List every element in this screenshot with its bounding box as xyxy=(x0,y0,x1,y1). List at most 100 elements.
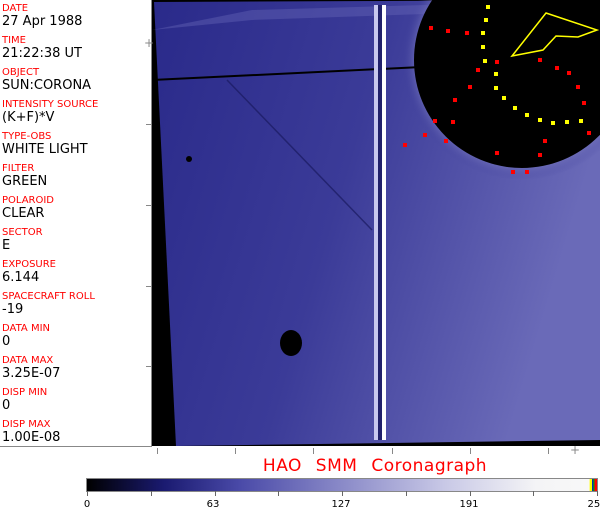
colorbar-tick xyxy=(405,491,407,496)
colorbar-tick-label: 63 xyxy=(206,499,220,510)
axis-tick xyxy=(235,448,236,454)
field-value: 1.00E-08 xyxy=(2,430,61,445)
plot-title: HAO SMM Coronagraph xyxy=(262,456,488,476)
axis-tick xyxy=(392,448,393,454)
field-value: SUN:CORONA xyxy=(2,78,92,93)
overlay-marker xyxy=(446,29,450,33)
field-label: EXPOSURE xyxy=(2,259,57,270)
overlay-marker xyxy=(403,143,407,147)
field-disp-max: DISP MAX 1.00E-08 xyxy=(2,419,60,445)
overlay-marker xyxy=(538,153,542,157)
colorbar-tick-label: 255 xyxy=(587,499,600,510)
overlay-marker xyxy=(555,66,559,70)
overlay-grid xyxy=(403,5,591,174)
overlay-marker xyxy=(423,133,427,137)
field-value: 0 xyxy=(2,334,11,349)
field-value: 27 Apr 1988 xyxy=(2,14,83,29)
field-filter: FILTER GREEN xyxy=(2,163,47,189)
axis-tick xyxy=(146,286,152,287)
axis-tick xyxy=(146,205,152,206)
field-value: (K+F)*V xyxy=(2,110,55,125)
overlay-marker xyxy=(484,18,488,22)
colorbar-tick xyxy=(597,491,598,496)
overlay-marker xyxy=(513,106,517,110)
overlay-marker xyxy=(495,60,499,64)
overlay-marker xyxy=(579,119,583,123)
overlay-marker xyxy=(476,68,480,72)
colorbar-tick xyxy=(214,491,216,496)
plus-marker: + xyxy=(144,36,155,50)
colorbar-tick xyxy=(87,491,88,496)
field-label: TIME xyxy=(2,35,27,46)
overlay-marker xyxy=(502,96,506,100)
overlay-marker xyxy=(538,58,542,62)
field-value: 3.25E-07 xyxy=(2,366,61,381)
colorbar-tick-label: 127 xyxy=(331,499,351,510)
field-value: CLEAR xyxy=(2,206,45,221)
field-type-obs: TYPE-OBS WHITE LIGHT xyxy=(2,131,88,157)
field-value: 21:22:38 UT xyxy=(2,46,82,61)
overlay-marker xyxy=(587,131,591,135)
occulter-pylon xyxy=(374,5,378,440)
field-data-min: DATA MIN 0 xyxy=(2,323,50,349)
coronagraph-image xyxy=(152,0,600,446)
field-time: TIME 21:22:38 UT xyxy=(2,35,82,61)
occulting-disk xyxy=(414,0,600,168)
dust-spot xyxy=(280,330,302,356)
field-label: DATA MIN xyxy=(2,323,50,334)
overlay-marker xyxy=(494,86,498,90)
overlay-marker xyxy=(543,139,547,143)
overlay-outline xyxy=(510,12,600,58)
field-label: DISP MAX xyxy=(2,419,51,430)
colorbar xyxy=(86,478,598,492)
axis-tick xyxy=(157,448,158,454)
field-label: FILTER xyxy=(2,163,35,174)
overlay-marker xyxy=(486,5,490,9)
overlay-marker xyxy=(582,101,586,105)
field-label: POLAROID xyxy=(2,195,55,206)
field-data-max: DATA MAX 3.25E-07 xyxy=(2,355,60,381)
overlay-marker xyxy=(511,170,515,174)
axis-tick xyxy=(313,448,314,454)
colorbar-tick xyxy=(469,491,471,496)
overlay-marker xyxy=(465,31,469,35)
colorbar-tick-label: 191 xyxy=(459,499,479,510)
overlay-marker xyxy=(525,170,529,174)
field-label: DATE xyxy=(2,3,29,14)
overlay-marker xyxy=(576,85,580,89)
overlay-marker xyxy=(495,151,499,155)
overlay-marker xyxy=(483,59,487,63)
colorbar-tick xyxy=(278,491,280,496)
field-value: E xyxy=(2,238,11,253)
field-label: SECTOR xyxy=(2,227,43,238)
axis-tick xyxy=(470,448,471,454)
overlay-marker xyxy=(494,72,498,76)
field-date: DATE 27 Apr 1988 xyxy=(2,3,82,29)
streak xyxy=(152,65,443,81)
field-value: 0 xyxy=(2,398,11,413)
field-label: SPACECRAFT ROLL xyxy=(2,291,95,302)
field-label: INTENSITY SOURCE xyxy=(2,99,99,110)
field-intensity-source: INTENSITY SOURCE (K+F)*V xyxy=(2,99,98,125)
field-polaroid: POLAROID CLEAR xyxy=(2,195,54,221)
field-value: WHITE LIGHT xyxy=(2,142,88,157)
overlay-marker xyxy=(481,45,485,49)
overlay-marker xyxy=(453,98,457,102)
axis-tick xyxy=(146,366,152,367)
overlay-marker xyxy=(429,26,433,30)
field-label: DATA MAX xyxy=(2,355,54,366)
field-spacecraft-roll: SPACECRAFT ROLL -19 xyxy=(2,291,95,317)
overlay-marker xyxy=(451,120,455,124)
overlay-marker xyxy=(468,85,472,89)
colorbar-tick xyxy=(342,491,343,496)
header-info-panel: DATE 27 Apr 1988 TIME 21:22:38 UT OBJECT SU… xyxy=(0,0,152,447)
colorbar-tick xyxy=(533,491,535,496)
overlay-marker xyxy=(433,119,437,123)
colorbar-tick xyxy=(150,491,152,496)
overlay-marker xyxy=(567,71,571,75)
axis-tick xyxy=(548,448,549,454)
field-label: TYPE-OBS xyxy=(2,131,52,142)
overlay-marker xyxy=(525,113,529,117)
field-sector: SECTOR E xyxy=(2,227,43,253)
overlay-marker xyxy=(565,120,569,124)
